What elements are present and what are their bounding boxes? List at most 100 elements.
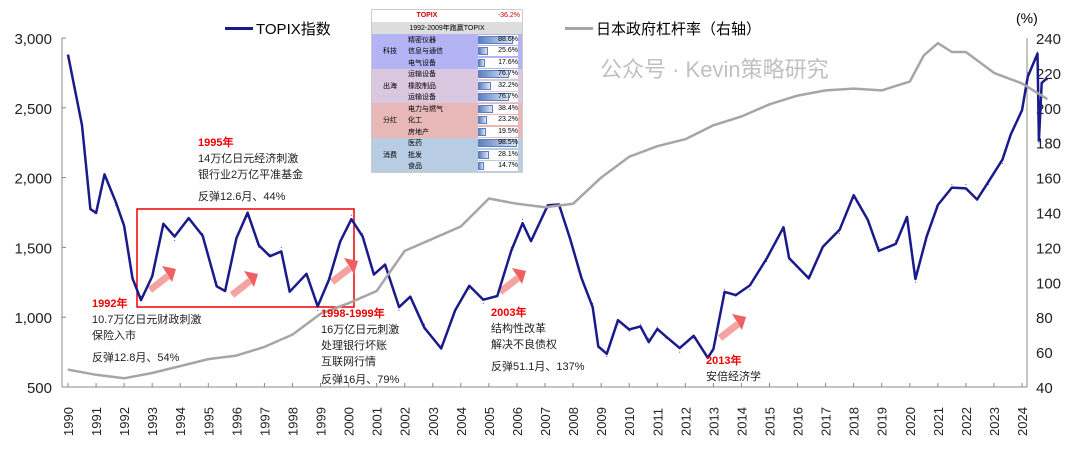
topix-point: [468, 288, 470, 290]
topix-point: [522, 218, 524, 220]
topix-point: [81, 121, 83, 123]
topix-point: [188, 218, 190, 220]
x-tick-label: 2023: [987, 407, 1002, 436]
leverage-point: [235, 355, 237, 357]
left-tick-label: 500: [27, 380, 52, 397]
topix-point: [592, 302, 594, 304]
leverage-point: [572, 203, 574, 205]
topix-point: [289, 288, 291, 290]
topix-point: [151, 274, 153, 276]
annotation-rebound: 反弹12.6月、44%: [198, 191, 286, 203]
leverage-point: [937, 42, 939, 44]
leverage-point: [853, 88, 855, 90]
inset-item-name: 电力与燃气: [408, 105, 443, 113]
left-tick-label: 2,000: [14, 171, 52, 188]
inset-item: 化工 23.2%: [408, 115, 522, 127]
legend-topix-label: TOPIX指数: [256, 21, 331, 38]
leverage-point: [1046, 98, 1048, 100]
leverage-point: [376, 290, 378, 292]
topix-point: [712, 344, 714, 346]
topix-point: [174, 239, 176, 241]
annotation-rebound: 反弹16月、79%: [321, 374, 400, 386]
topix-point: [67, 54, 69, 56]
topix-point: [373, 274, 375, 276]
topix-point: [216, 281, 218, 283]
leverage-point: [1021, 82, 1023, 84]
inset-item-name: 运输设备: [408, 71, 436, 79]
left-tick-label: 1,000: [14, 310, 52, 327]
inset-item-name: 橡胶制品: [408, 82, 436, 90]
leverage-point: [179, 365, 181, 367]
topix-point: [269, 253, 271, 255]
inset-item-bar: 23.2%: [478, 115, 518, 126]
x-tick-label: 1991: [89, 407, 104, 436]
inset-item-value: 25.6%: [498, 47, 518, 55]
x-tick-label: 2012: [678, 407, 693, 436]
inset-item-name: 医药: [408, 140, 422, 148]
right-tick-label: 200: [1036, 101, 1061, 118]
topix-point: [569, 239, 571, 241]
annotation-rebound: 反弹51.1月、137%: [491, 361, 585, 373]
topix-point: [247, 216, 249, 218]
x-tick-label: 2007: [538, 407, 553, 436]
x-tick-label: 1993: [145, 407, 160, 436]
topix-point: [914, 281, 916, 283]
x-tick-label: 2020: [903, 407, 918, 436]
annotation-line: 安倍经济学: [706, 371, 761, 383]
topix-point: [580, 274, 582, 276]
annotation-year: 1998-1999年: [321, 308, 385, 320]
topix-point: [965, 184, 967, 186]
left-tick-label: 1,500: [14, 240, 52, 257]
x-tick-label: 1992: [117, 407, 132, 436]
inset-item-value: 32.2%: [498, 81, 518, 89]
inset-item-name: 运输设备: [408, 94, 436, 102]
topix-point: [132, 274, 134, 276]
topix-point: [224, 288, 226, 290]
topix-point: [496, 295, 498, 297]
leverage-point: [95, 374, 97, 376]
topix-point: [423, 323, 425, 325]
annotation-1992: 1992年 10.7万亿日元财政刺激 保险入市 反弹12.8月、54%: [92, 296, 201, 366]
x-tick-label: 2003: [426, 407, 441, 436]
topix-point: [317, 309, 319, 311]
leverage-point: [881, 89, 883, 91]
annotation-year: 2013年: [706, 355, 742, 367]
topix-point: [328, 281, 330, 283]
topix-point: [1021, 107, 1023, 109]
right-tick-label: 120: [1036, 240, 1061, 257]
topix-point: [783, 225, 785, 227]
x-tick-label: 2024: [1015, 407, 1030, 436]
left-tick-label: 3,000: [14, 31, 52, 48]
inset-item-bar: 17.6%: [478, 57, 518, 68]
annotation-line: 互联网行情: [321, 356, 376, 368]
leverage-point: [404, 250, 406, 252]
inset-item: 橡胶制品 32.2%: [408, 80, 522, 92]
leverage-point: [432, 238, 434, 240]
x-tick-label: 2018: [847, 407, 862, 436]
inset-item-bar: 25.6%: [478, 46, 518, 57]
leverage-point: [825, 89, 827, 91]
leverage-point: [207, 358, 209, 360]
topix-point: [306, 274, 308, 276]
inset-topix-label: TOPIX: [416, 12, 438, 20]
inset-item-name: 精密仪器: [408, 36, 436, 44]
x-tick-label: 2009: [594, 407, 609, 436]
rebound-arrow-icon: [147, 273, 171, 293]
topix-point: [951, 184, 953, 186]
x-tick-label: 1990: [61, 407, 76, 436]
topix-point: [707, 355, 709, 357]
topix-point: [1046, 79, 1048, 81]
inset-item: 电力与燃气 38.4%: [408, 103, 522, 115]
inset-item-name: 化工: [408, 117, 422, 125]
inset-table: TOPIX -36.2% 1992-2009年跑赢TOPIX 科技 精密仪器 88.…: [371, 9, 523, 173]
x-tick-label: 1998: [285, 407, 300, 436]
leverage-line: [67, 41, 1048, 380]
inset-item: 批发 28.1%: [408, 149, 522, 161]
leverage-point: [544, 206, 546, 208]
rebound-arrow-head: [344, 258, 358, 274]
topix-point: [656, 326, 658, 328]
leverage-point: [516, 203, 518, 205]
topix-point: [1036, 51, 1038, 53]
annotation-1998: 1998-1999年 16万亿日元刺激 处理银行坏账 互联网行情 反弹16月、7…: [321, 306, 399, 388]
inset-item: 运输设备 76.7%: [408, 69, 522, 81]
